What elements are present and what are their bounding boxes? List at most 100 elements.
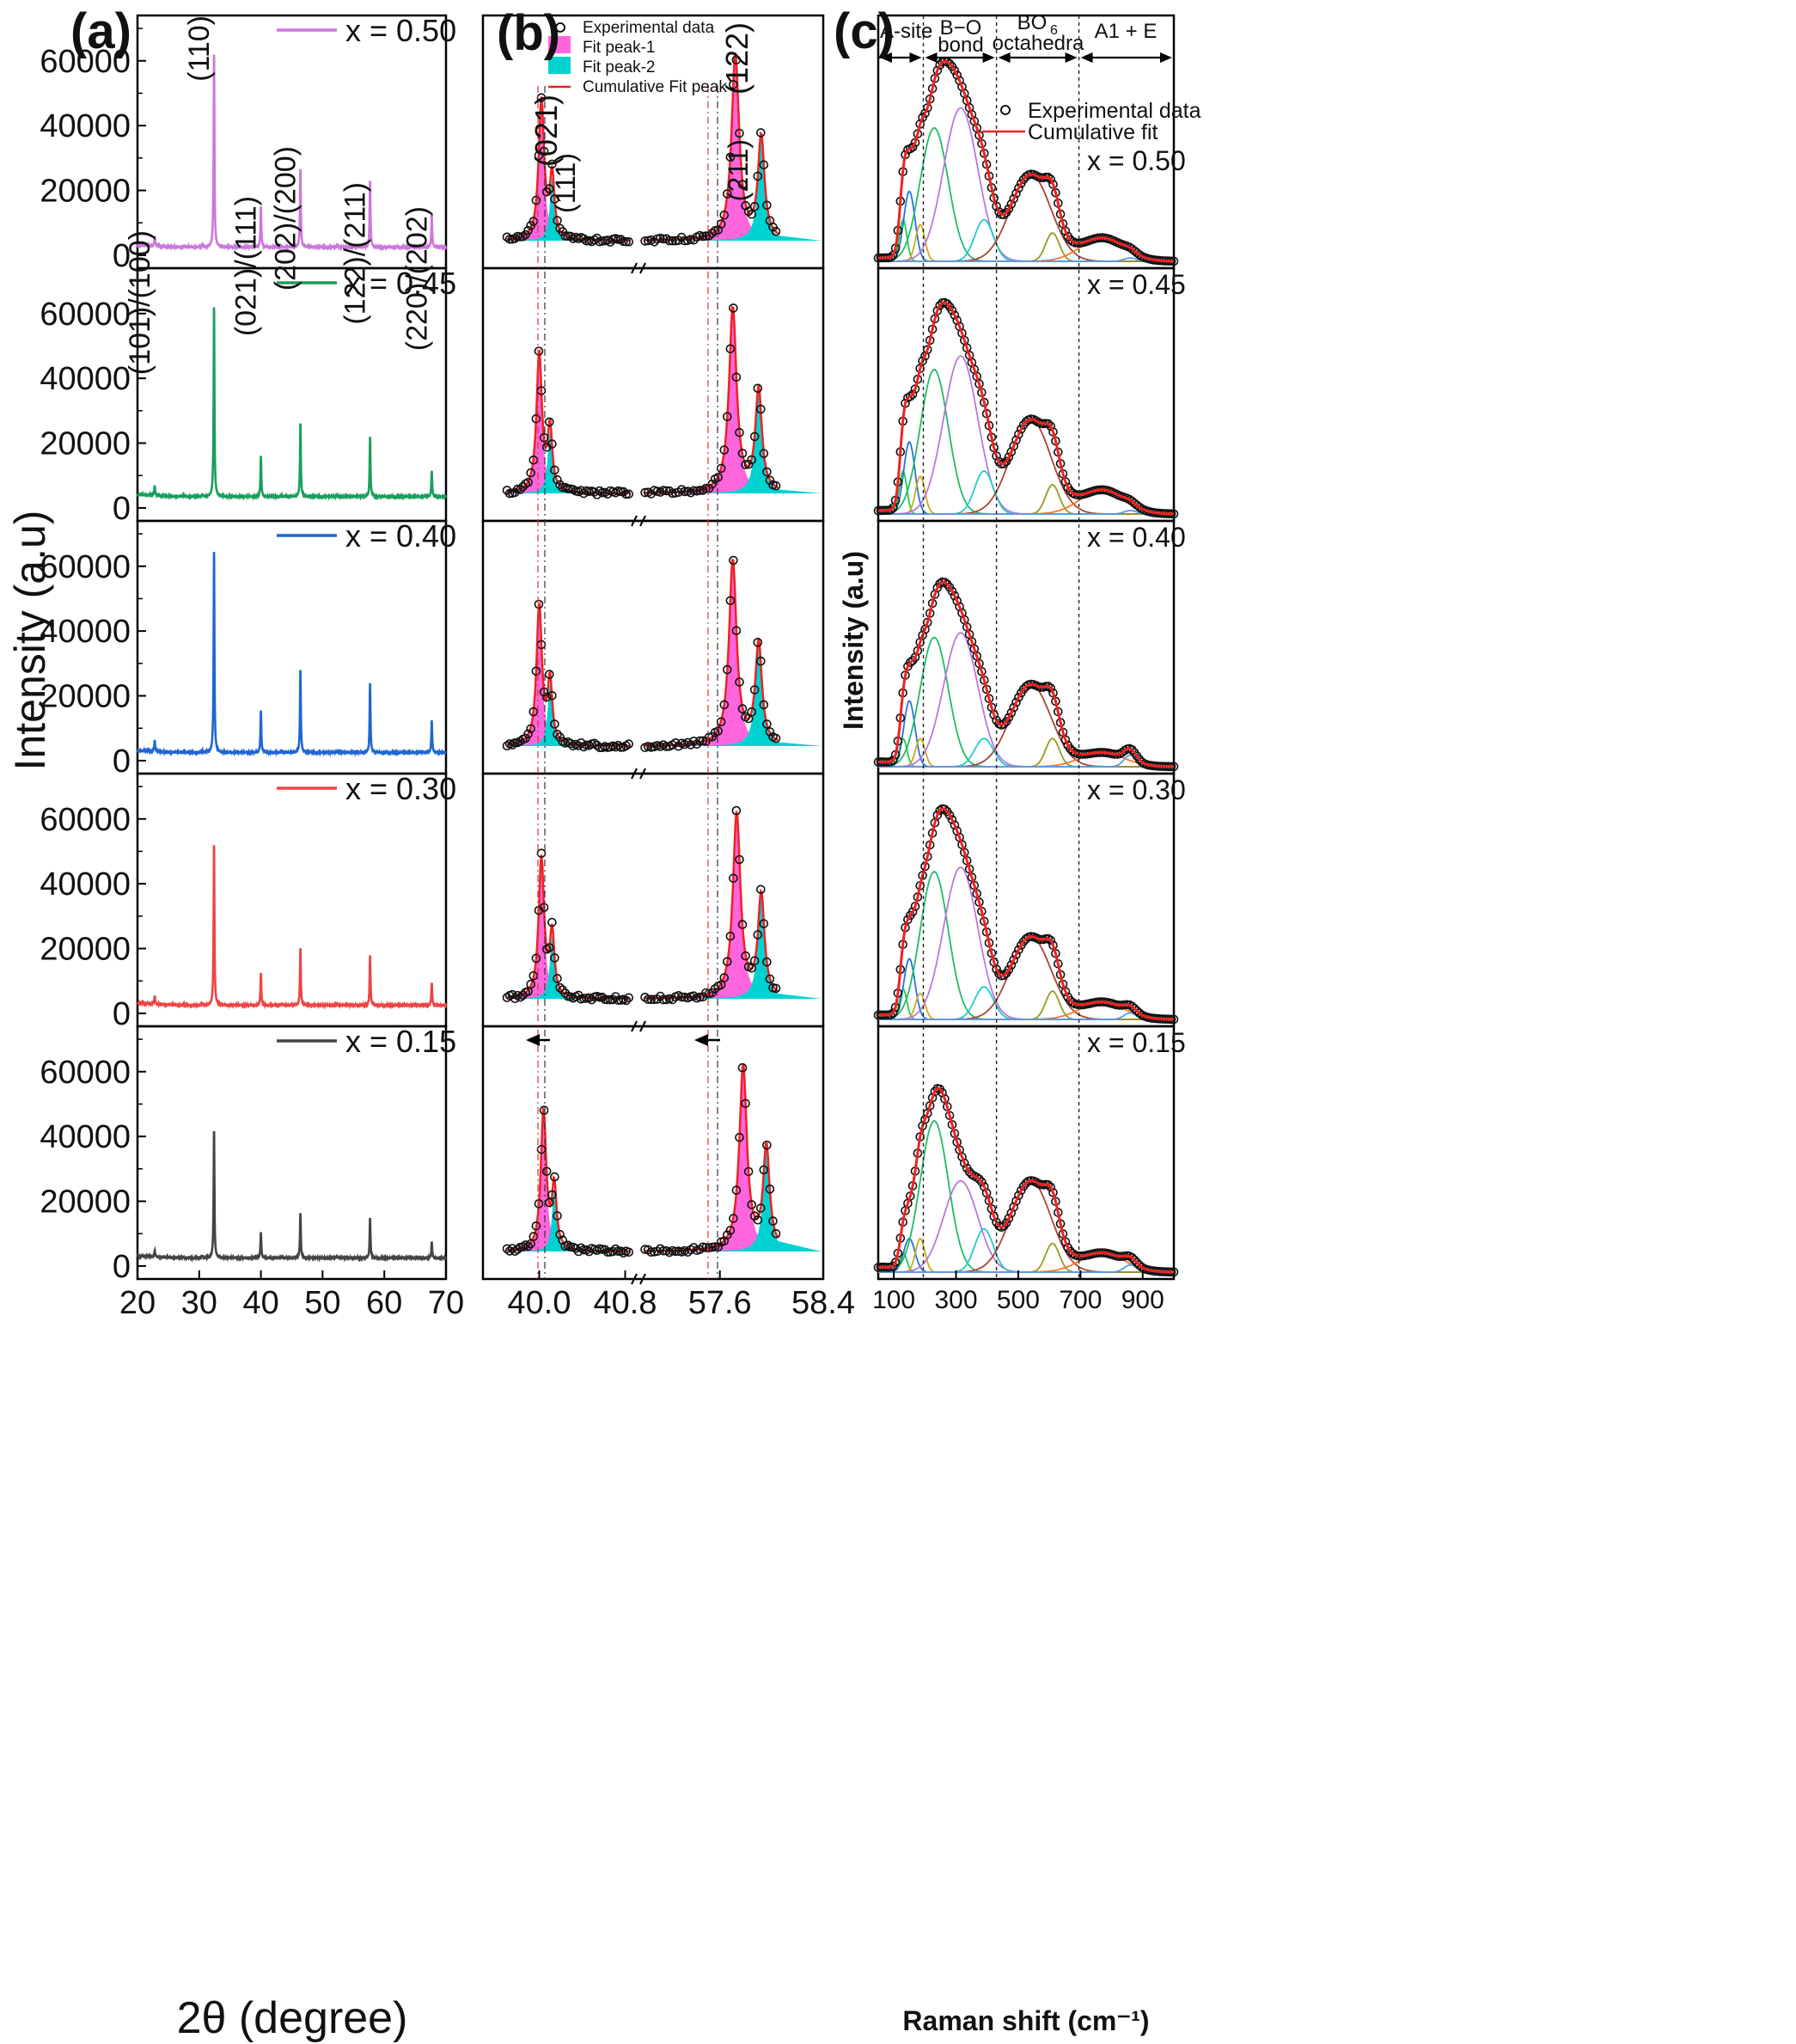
experimental-point <box>1014 692 1023 702</box>
experimental-point <box>507 740 517 750</box>
experimental-point <box>737 1062 748 1073</box>
experimental-point <box>523 477 533 487</box>
experimental-point <box>729 80 738 89</box>
experimental-point <box>907 389 918 400</box>
experimental-point <box>526 468 536 478</box>
experimental-point <box>1134 502 1145 512</box>
legend-label: Fit peak-1 <box>583 39 655 57</box>
experimental-point <box>1004 713 1014 723</box>
experimental-point <box>749 956 760 965</box>
experimental-point <box>943 299 952 309</box>
experimental-point <box>555 982 565 993</box>
experimental-point <box>550 1172 559 1182</box>
experimental-point <box>553 1211 562 1221</box>
experimental-point <box>544 417 554 427</box>
fit-component <box>878 1012 1174 1020</box>
region-label: B−O <box>940 16 982 40</box>
experimental-point <box>534 599 544 609</box>
experimental-point <box>1011 188 1021 199</box>
experimental-point <box>888 756 898 765</box>
experimental-point <box>531 1221 541 1231</box>
x-tick-label: 60 <box>366 1285 402 1321</box>
experimental-point <box>725 1226 736 1235</box>
experimental-point <box>762 719 772 729</box>
experimental-point <box>516 992 525 1002</box>
experimental-point <box>713 472 724 482</box>
y-tick-label: 0 <box>113 1249 131 1285</box>
experimental-point <box>595 993 605 1002</box>
experimental-point <box>621 489 631 499</box>
experimental-point <box>1132 1258 1142 1268</box>
experimental-point <box>534 1199 544 1209</box>
experimental-point <box>541 1166 552 1177</box>
experimental-point <box>646 994 657 1005</box>
experimental-point <box>528 971 539 981</box>
panel-label: (b) <box>497 5 560 61</box>
region-label: octahedra <box>993 32 1084 55</box>
experimental-point <box>621 995 631 1006</box>
experimental-point <box>753 171 763 181</box>
experimental-point <box>735 128 744 138</box>
experimental-point <box>906 658 915 668</box>
experimental-point <box>676 992 687 1002</box>
y-tick-label: 20000 <box>40 932 131 968</box>
experimental-point <box>972 1172 981 1183</box>
legend-label: Experimental data <box>1028 99 1201 123</box>
region-arrow-head <box>925 52 938 63</box>
experimental-point <box>526 979 536 989</box>
experimental-point <box>735 427 744 438</box>
experimental-point <box>1004 204 1014 214</box>
x-tick-label: 40.0 <box>508 1285 571 1321</box>
experimental-point <box>719 445 730 455</box>
experimental-point <box>701 1243 711 1252</box>
experimental-point <box>952 315 962 326</box>
experimental-point <box>947 586 957 597</box>
experimental-point <box>704 732 714 743</box>
experimental-point <box>1046 1182 1055 1192</box>
experimental-point <box>731 805 742 816</box>
peak-label: (111) <box>550 153 581 213</box>
series-label: x = 0.15 <box>1087 1027 1186 1058</box>
x-axis-label: Raman shift (cm⁻¹) <box>902 2005 1149 2036</box>
experimental-point <box>1129 1255 1139 1265</box>
experimental-point <box>1066 235 1075 245</box>
experimental-point <box>516 232 525 242</box>
experimental-point <box>624 739 634 749</box>
peak-label: (101)/(100) <box>124 230 156 375</box>
experimental-point <box>1134 249 1145 260</box>
experimental-point <box>553 216 562 225</box>
legend-label: x = 0.15 <box>345 1024 456 1059</box>
experimental-point <box>907 142 918 152</box>
experimental-point <box>658 234 669 244</box>
experimental-point <box>907 907 918 917</box>
cumulative-fit <box>877 580 1174 768</box>
experimental-point <box>555 1229 565 1239</box>
experimental-point <box>539 1105 549 1115</box>
x-tick-label: 58.4 <box>791 1285 855 1321</box>
legend-label: Fit peak-2 <box>583 58 655 76</box>
experimental-point <box>762 200 772 211</box>
region-arrow-head <box>909 52 922 63</box>
fit-peak-1 <box>507 100 633 241</box>
experimental-point <box>668 488 677 499</box>
fit-peak-1 <box>507 1112 633 1251</box>
experimental-point <box>762 1141 772 1150</box>
fit-component <box>878 510 1174 515</box>
experimental-point <box>952 70 962 80</box>
region-arrow-head <box>1065 52 1078 63</box>
x-tick-label: 300 <box>934 1286 977 1314</box>
fit-component <box>878 1264 1174 1273</box>
experimental-point <box>550 719 559 729</box>
experimental-point <box>977 1177 987 1187</box>
experimental-point <box>1127 1252 1137 1263</box>
fit-peak-1 <box>507 355 633 493</box>
experimental-point <box>771 226 781 236</box>
experimental-point <box>952 596 962 606</box>
experimental-point <box>947 305 957 315</box>
experimental-point <box>547 917 557 927</box>
experimental-point <box>528 455 539 465</box>
legend-swatch <box>548 36 571 53</box>
experimental-point <box>960 1158 969 1168</box>
experimental-point <box>747 209 757 219</box>
x-tick-label: 50 <box>304 1285 340 1321</box>
